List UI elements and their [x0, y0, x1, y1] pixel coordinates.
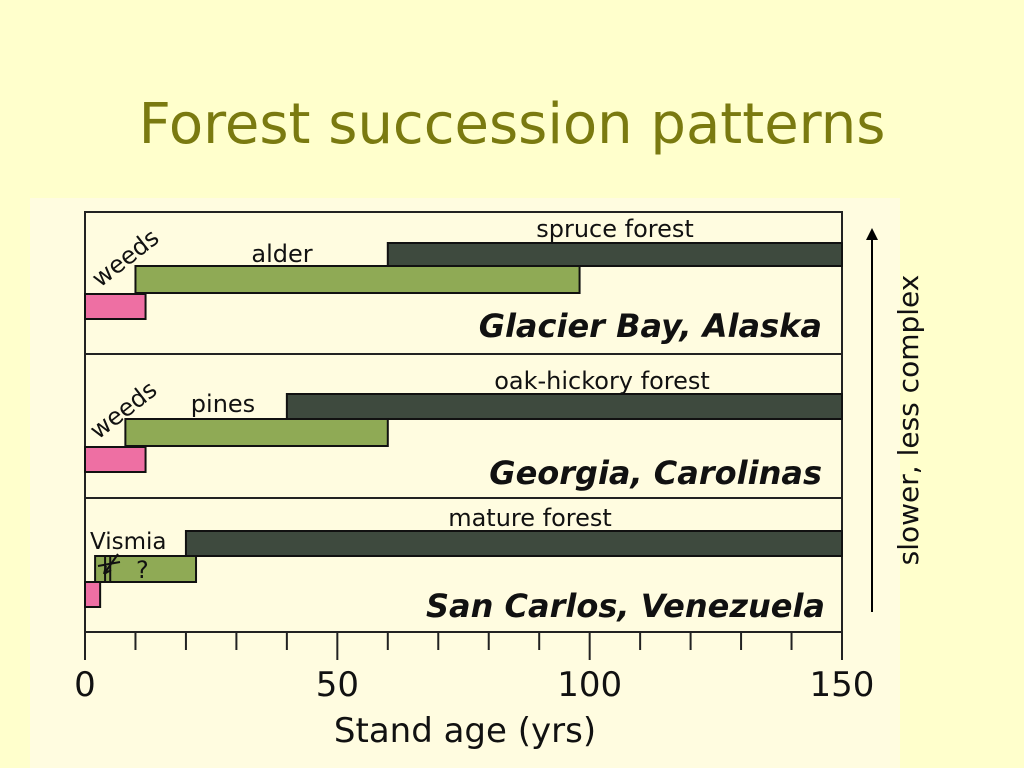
bar-note-vismia: ? — [136, 556, 149, 584]
bar-weeds-panel-0 — [84, 293, 147, 320]
bar-oak-hickory-forest-panel-1 — [285, 393, 844, 420]
x-tick-label-50: 50 — [316, 665, 359, 705]
bar-mature-forest-panel-2 — [184, 530, 843, 557]
bar-spruce-forest-panel-0 — [386, 242, 843, 267]
x-tick-label-0: 0 — [74, 665, 96, 705]
bar-alder-panel-0 — [134, 265, 581, 294]
region-label-san-carlos: San Carlos, Venezuela — [426, 587, 825, 625]
bar-label-spruce-forest: spruce forest — [536, 215, 694, 243]
bar-vismia-panel-2 — [94, 555, 198, 583]
x-axis-label: Stand age (yrs) — [334, 711, 596, 751]
bar-label-mature-forest: mature forest — [448, 504, 612, 532]
slide-title: Forest succession patterns — [138, 92, 886, 157]
bar-label-pines: pines — [191, 390, 255, 418]
bars-layer — [84, 242, 844, 608]
region-label-glacier-bay: Glacier Bay, Alaska — [479, 307, 822, 345]
side-label: slower, less complex — [892, 275, 925, 566]
region-label-georgia: Georgia, Carolinas — [489, 454, 822, 492]
bar-label-oak-hickory-forest: oak-hickory forest — [494, 367, 710, 395]
x-axis: 0 50 100 150 — [74, 631, 875, 705]
x-tick-label-150: 150 — [810, 665, 875, 705]
bar-label-alder: alder — [251, 240, 312, 268]
bar-weeds-panel-1 — [84, 446, 147, 473]
vismia-arrow — [97, 553, 121, 575]
x-tick-label-100: 100 — [557, 665, 622, 705]
bar-pines-panel-1 — [124, 418, 389, 447]
bar-label-vismia: Vismia — [90, 529, 167, 555]
complexity-arrow — [866, 228, 878, 612]
region-labels: Glacier Bay, Alaska Georgia, Carolinas S… — [426, 307, 825, 625]
bar-weeds-panel-2 — [84, 581, 102, 608]
